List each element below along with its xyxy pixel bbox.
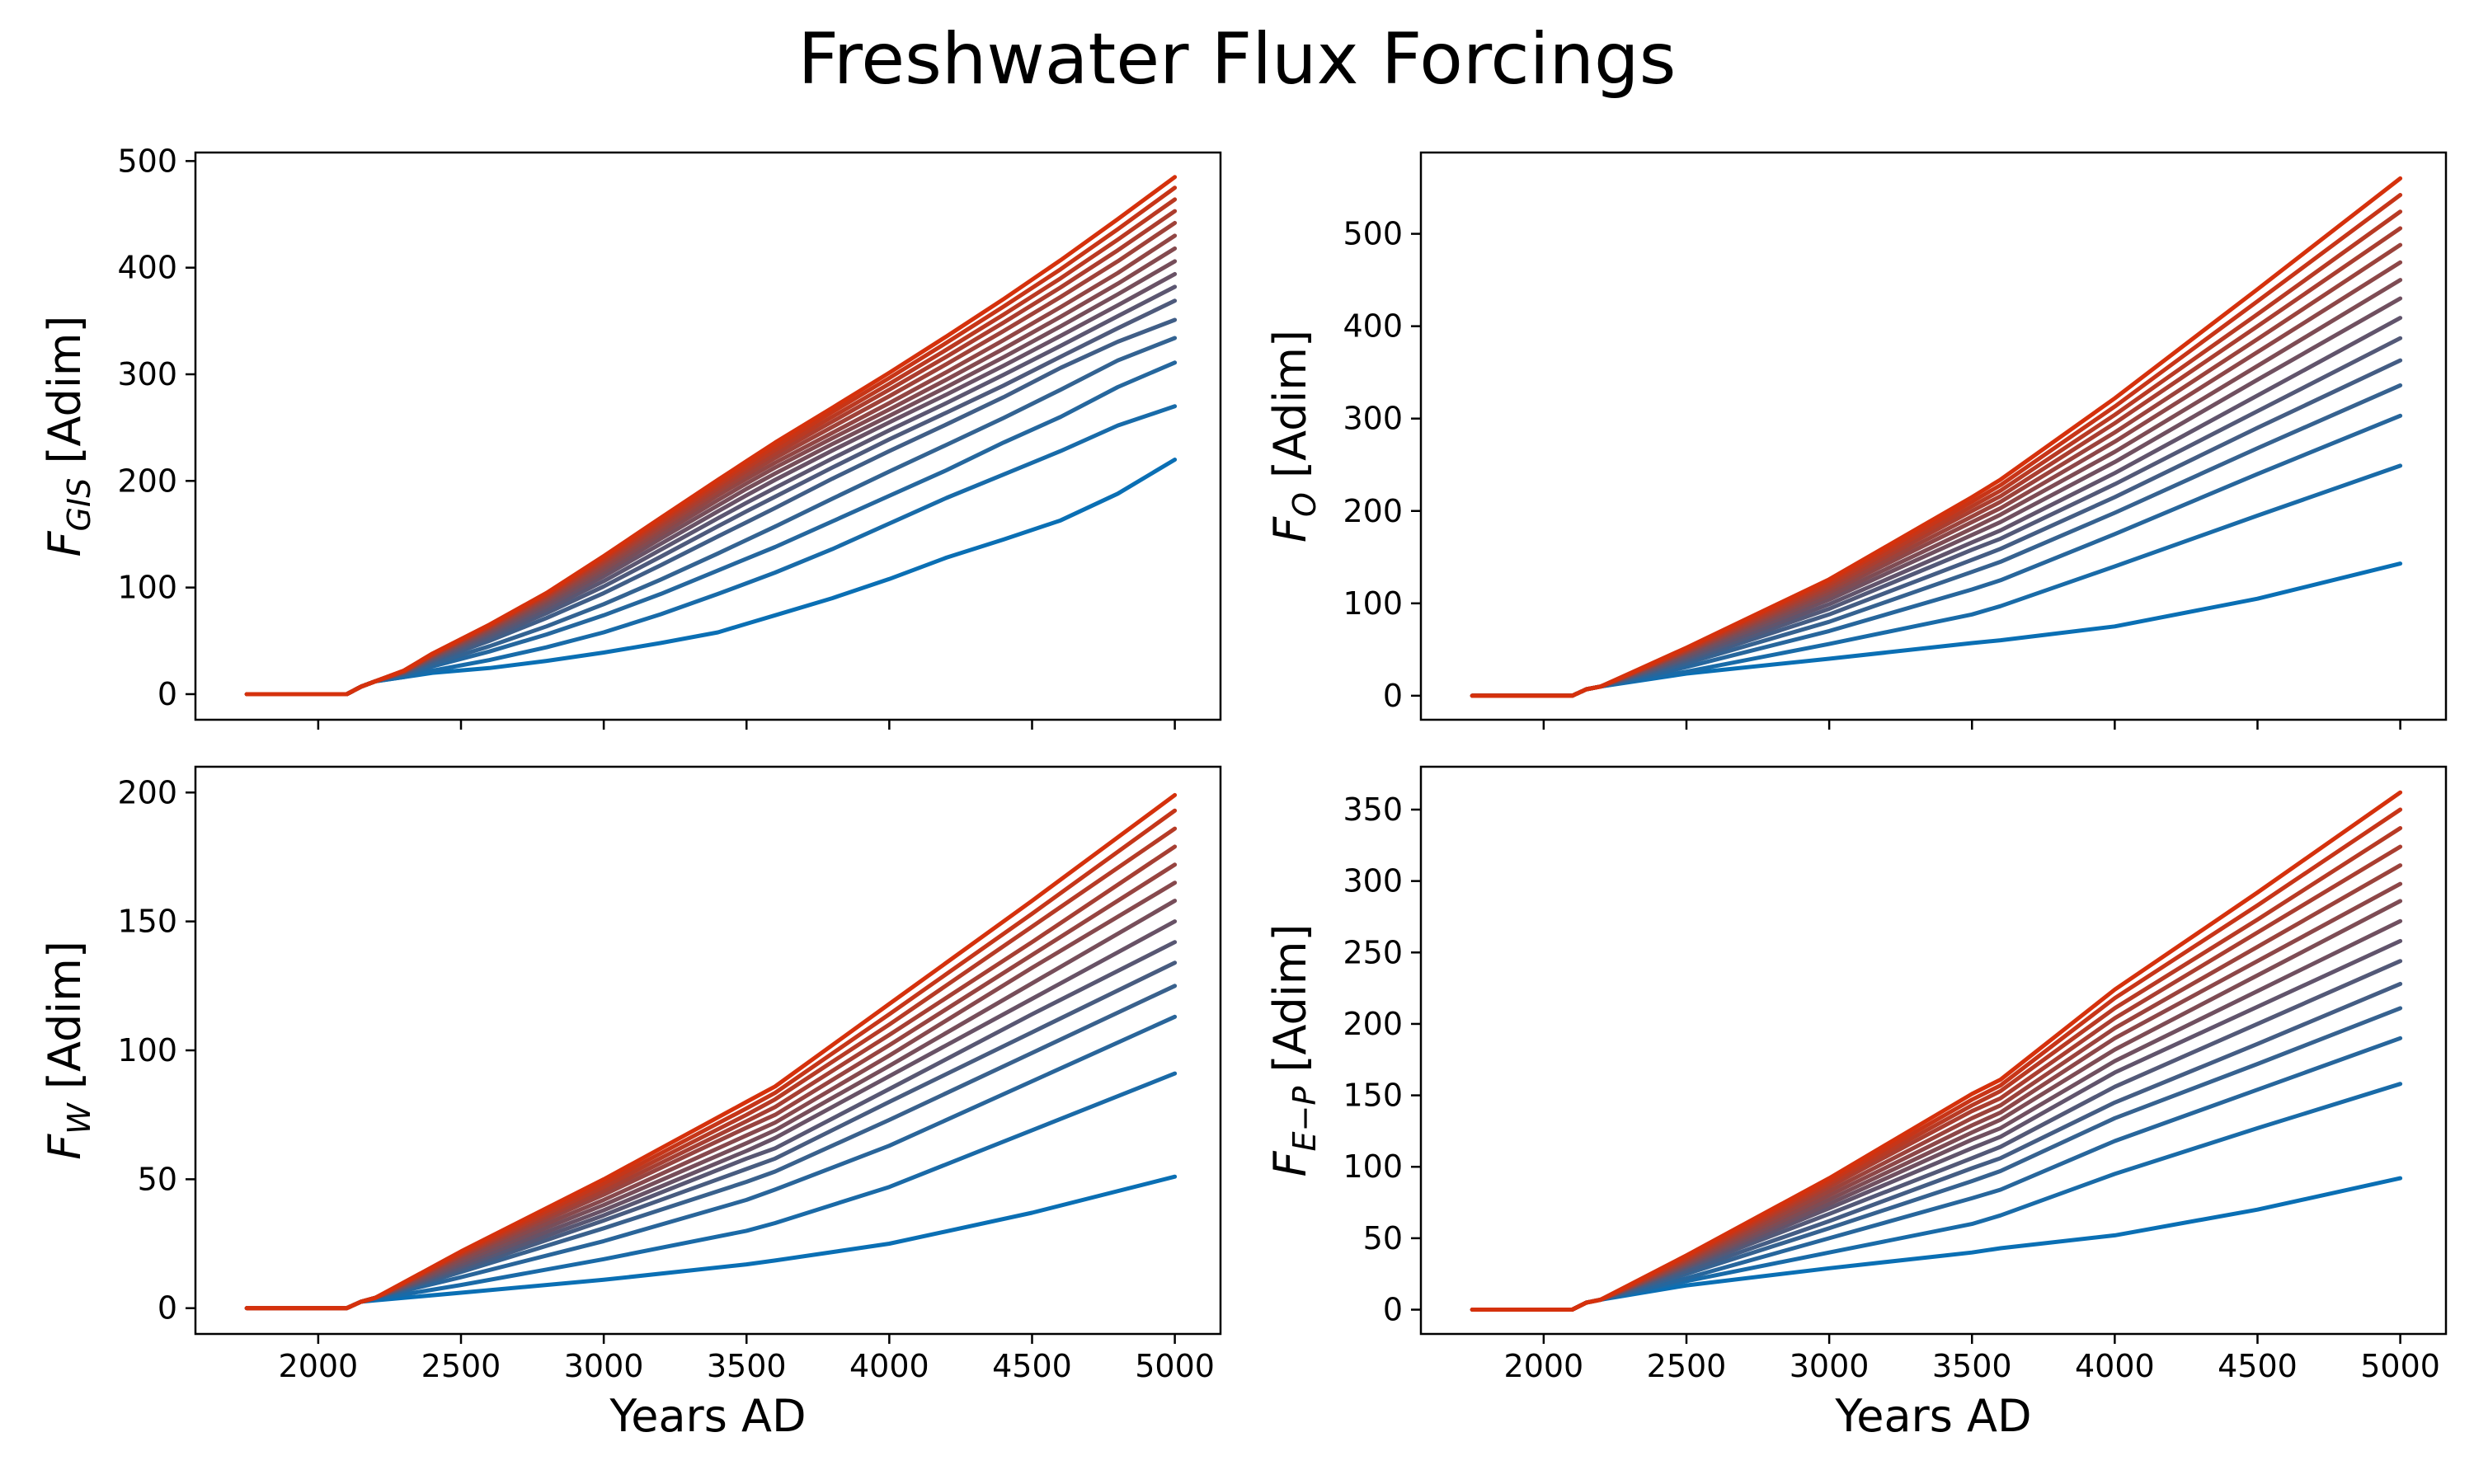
x-tick-label: 3000 xyxy=(564,1348,644,1384)
series-line-9 xyxy=(244,881,1178,1311)
x-tick-label: 2000 xyxy=(1504,1348,1584,1384)
y-tick-label: 0 xyxy=(158,1290,177,1327)
y-tick-label: 0 xyxy=(158,676,177,712)
x-tick-label: 4500 xyxy=(2218,1348,2298,1384)
y-tick-label: 400 xyxy=(1343,308,1403,345)
axes-frame xyxy=(1419,151,2448,721)
y-tick-label: 50 xyxy=(138,1161,177,1197)
series-line-10 xyxy=(244,246,1178,697)
y-tick-label: 150 xyxy=(117,904,177,940)
x-tick-label: 4000 xyxy=(849,1348,929,1384)
series-line-2 xyxy=(1470,463,2403,698)
x-tick-label: 3500 xyxy=(1932,1348,2012,1384)
y-tick-label: 150 xyxy=(1343,1078,1403,1114)
y-tick-label: 300 xyxy=(1343,401,1403,437)
x-tick-label: 3000 xyxy=(1790,1348,1870,1384)
series-line-8 xyxy=(1470,296,2403,698)
series-line-10 xyxy=(1470,260,2403,698)
y-tick-label: 0 xyxy=(1383,1292,1403,1328)
series-line-4 xyxy=(1470,1006,2403,1312)
y-tick-label: 200 xyxy=(117,463,177,499)
y-tick-label: 300 xyxy=(1343,863,1403,899)
x-tick-label: 2000 xyxy=(279,1348,359,1384)
series-line-9 xyxy=(1470,278,2403,698)
y-tick-label: 100 xyxy=(117,570,177,606)
x-axis-label: Years AD xyxy=(609,1390,806,1442)
axes-frame xyxy=(194,765,1222,1336)
y-tick-label: 100 xyxy=(117,1032,177,1068)
y-tick-label: 500 xyxy=(1343,216,1403,252)
x-tick-label: 2500 xyxy=(1647,1348,1727,1384)
series-line-2 xyxy=(244,404,1178,697)
axes-frame xyxy=(194,151,1222,721)
y-tick-label: 200 xyxy=(1343,1006,1403,1042)
series-line-10 xyxy=(1470,881,2403,1312)
y-tick-label: 100 xyxy=(1343,1148,1403,1185)
series-line-8 xyxy=(244,899,1178,1311)
y-tick-label: 200 xyxy=(117,774,177,810)
y-tick-label: 350 xyxy=(1343,791,1403,828)
series-line-7 xyxy=(1470,316,2403,698)
series-line-10 xyxy=(244,862,1178,1311)
series-group xyxy=(244,175,1178,697)
series-line-9 xyxy=(1470,899,2403,1312)
y-tick-label: 0 xyxy=(1383,678,1403,714)
series-line-1 xyxy=(1470,1176,2403,1312)
series-line-14 xyxy=(244,197,1178,697)
series-group xyxy=(1470,790,2403,1312)
y-axis-label: FW [Adim] xyxy=(39,941,97,1160)
panel-o: 0 100 200 300 400 500 FO [Adim] xyxy=(1264,151,2448,730)
series-group xyxy=(1470,176,2403,698)
series-line-5 xyxy=(244,317,1178,697)
y-tick-label: 100 xyxy=(1343,585,1403,622)
y-axis-label: FGIS [Adim] xyxy=(39,315,97,556)
y-axis-label: FE−P [Adim] xyxy=(1264,923,1323,1176)
series-line-3 xyxy=(244,1014,1178,1311)
y-tick-label: 200 xyxy=(1343,493,1403,529)
series-line-13 xyxy=(244,808,1178,1311)
series-line-1 xyxy=(244,1174,1178,1311)
series-line-15 xyxy=(244,186,1178,697)
y-tick-label: 400 xyxy=(117,250,177,286)
series-line-2 xyxy=(244,1071,1178,1311)
series-line-13 xyxy=(1470,826,2403,1312)
series-line-15 xyxy=(1470,790,2403,1312)
figure-title: Freshwater Flux Forcings xyxy=(797,18,1677,101)
x-tick-label: 3500 xyxy=(707,1348,787,1384)
panel-gis: 0 100 200 300 400 500 FGIS [Adim] xyxy=(39,143,1222,730)
y-tick-label: 250 xyxy=(1343,934,1403,970)
series-line-4 xyxy=(244,984,1178,1311)
series-line-16 xyxy=(244,175,1178,697)
y-tick-label: 500 xyxy=(117,143,177,179)
axes-frame xyxy=(1419,765,2448,1336)
x-axis-label: Years AD xyxy=(1834,1390,2031,1442)
series-line-9 xyxy=(244,259,1178,697)
series-line-5 xyxy=(1470,981,2403,1312)
x-tick-label: 5000 xyxy=(2360,1348,2440,1384)
x-tick-label: 2500 xyxy=(421,1348,501,1384)
x-tick-label: 4500 xyxy=(992,1348,1072,1384)
series-line-15 xyxy=(1470,176,2403,698)
series-group xyxy=(244,792,1178,1311)
y-axis-label: FO [Adim] xyxy=(1264,330,1323,542)
x-tick-label: 4000 xyxy=(2075,1348,2155,1384)
x-tick-label: 5000 xyxy=(1135,1348,1215,1384)
y-tick-label: 300 xyxy=(117,356,177,392)
series-line-14 xyxy=(244,792,1178,1311)
panel-w: 2000 2500 3000 3500 4000 4500 5000 0 50 100 150 200… xyxy=(39,765,1222,1442)
panel-e-p: 2000 2500 3000 3500 4000 4500 5000 0 50 100 150 200… xyxy=(1264,765,2448,1442)
series-line-14 xyxy=(1470,807,2403,1312)
y-tick-label: 50 xyxy=(1363,1220,1403,1256)
